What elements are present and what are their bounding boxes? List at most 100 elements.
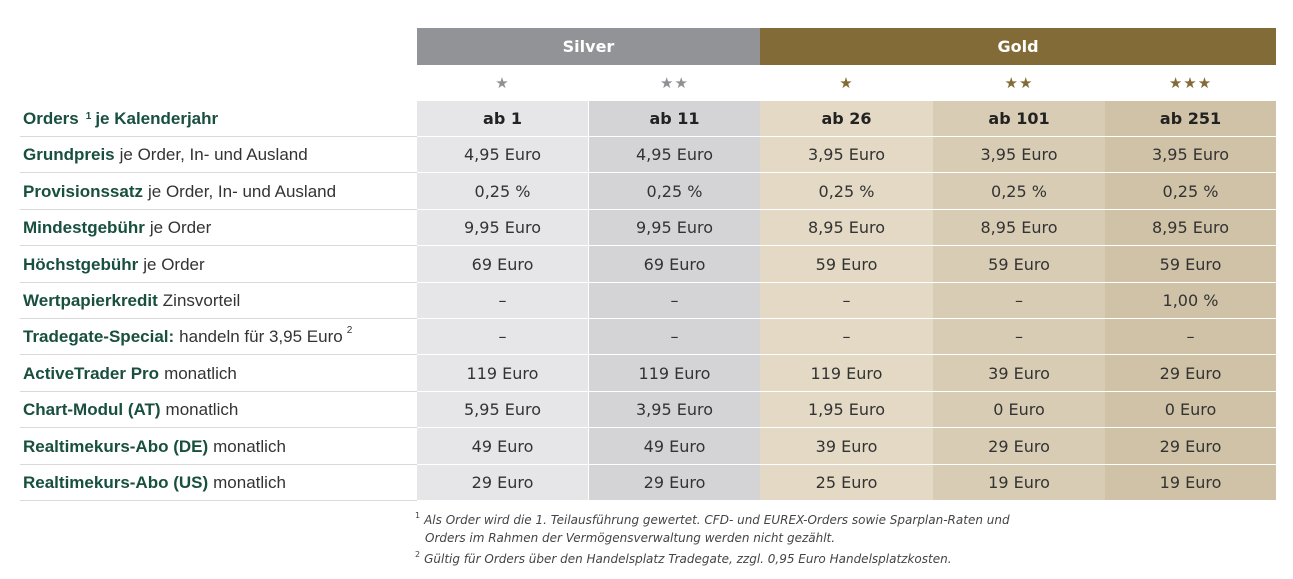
price-cell: 19 Euro [1105,465,1276,501]
row-label-text: je Order, In- und Ausland [120,145,308,165]
price-cell: 69 Euro [589,247,760,283]
row-label-desc: monatlich [165,399,239,419]
tier-header-gold: Gold [760,28,1276,65]
price-cell: 49 Euro [589,429,760,465]
price-cell: – [933,319,1105,355]
row-label-bold: Provisionssatz [23,181,143,201]
price-cell: – [1105,319,1276,355]
price-cell: 0,25 % [417,174,588,210]
price-cell: 39 Euro [933,356,1105,392]
price-cell: 0,25 % [760,174,933,210]
footnote-1: 1 Als Order wird die 1. Teilausführung ge… [415,511,1010,527]
column-gold-2 [933,101,1105,501]
price-cell: 29 Euro [1105,356,1276,392]
price-cell: 49 Euro [417,429,588,465]
price-cell: 39 Euro [760,429,933,465]
star-rating: ★★ [660,74,689,92]
price-cell: 3,95 Euro [589,392,760,428]
row-label-bold: ActiveTrader Pro [23,363,160,383]
column-silver-2 [589,101,760,501]
row-label: ActiveTrader Pro monatlich [20,356,417,392]
price-cell: – [933,283,1105,319]
price-cell: – [760,319,933,355]
row-label-text: monatlich [213,473,286,493]
price-cell: 0 Euro [1105,392,1276,428]
price-cell: 3,95 Euro [1105,137,1276,173]
row-label-text: je Order [143,255,204,275]
price-cell: 0 Euro [933,392,1105,428]
row-label-bold: Orders [23,108,79,128]
star-rating: ★★ [1004,74,1034,92]
price-cell: 9,95 Euro [589,210,760,246]
column-gold-1 [760,101,933,501]
price-cell: – [589,319,760,355]
row-label: Höchstgebühr je Order [20,247,417,283]
footnote-marker: 1 [85,111,92,122]
row-label: Orders 1 je Kalenderjahr [20,101,417,137]
footnote-2: 2 Gültig für Orders über den Handelsplatz… [415,550,952,566]
price-cell: 5,95 Euro [417,392,588,428]
star-rating: ★ [839,74,854,92]
tier-header-silver: Silver [417,28,760,65]
row-label-text: monatlich [166,400,239,420]
star-rating: ★ [495,74,510,92]
row-label: Realtimekurs-Abo (DE) monatlich [20,429,417,465]
order-threshold-cell: ab 1 [417,101,588,137]
row-label: Realtimekurs-Abo (US) monatlich [20,465,417,501]
price-cell: 59 Euro [933,247,1105,283]
order-threshold-cell: ab 101 [933,101,1105,137]
column-silver-1 [417,101,588,501]
price-cell: 1,95 Euro [760,392,933,428]
price-cell: 29 Euro [589,465,760,501]
price-cell: 3,95 Euro [933,137,1105,173]
price-cell: 29 Euro [1105,429,1276,465]
price-cell: 29 Euro [417,465,588,501]
row-label-text: je Order [150,218,211,238]
row-label-bold: Realtimekurs-Abo (US) [23,472,209,492]
price-cell: 119 Euro [589,356,760,392]
price-cell: 0,25 % [1105,174,1276,210]
row-label-bold: Grundpreis [23,144,115,164]
price-cell: 119 Euro [760,356,933,392]
row-label-text: handeln für 3,95 Euro 2 [179,324,353,347]
row-label: Grundpreis je Order, In- und Ausland [20,137,417,173]
row-label-bold: Realtimekurs-Abo (DE) [23,436,209,456]
row-label-desc: monatlich [213,472,286,492]
price-cell: 3,95 Euro [760,137,933,173]
column-gold-3 [1105,101,1276,501]
row-label: Provisionssatz je Order, In- und Ausland [20,174,417,210]
row-label: Mindestgebühr je Order [20,210,417,246]
row-label: Chart-Modul (AT) monatlich [20,392,417,428]
row-label-desc: handeln für 3,95 Euro [179,326,343,346]
row-label-desc: je Order [143,254,205,274]
price-cell: – [417,283,588,319]
price-cell: 8,95 Euro [760,210,933,246]
order-threshold-cell: ab 26 [760,101,933,137]
order-threshold-cell: ab 251 [1105,101,1276,137]
price-cell: 59 Euro [1105,247,1276,283]
row-label-bold: Höchstgebühr [23,254,139,274]
row-label-text: je Order, In- und Ausland [148,182,336,202]
row-label-desc: monatlich [164,363,237,383]
price-cell: 69 Euro [417,247,588,283]
row-label-bold: Chart-Modul (AT) [23,399,161,419]
price-cell: 4,95 Euro [589,137,760,173]
row-label-desc: Zinsvorteil [162,290,241,310]
price-cell: 8,95 Euro [933,210,1105,246]
row-label: Wertpapierkredit Zinsvorteil [20,283,417,319]
price-cell: 1,00 % [1105,283,1276,319]
row-label-desc: je Order [149,217,212,237]
price-cell: 9,95 Euro [417,210,588,246]
footnote-marker: 2 [346,324,353,336]
price-cell: 8,95 Euro [1105,210,1276,246]
price-cell: 59 Euro [760,247,933,283]
row-label-bold: Wertpapierkredit [23,290,158,310]
price-cell: 4,95 Euro [417,137,588,173]
order-threshold-cell: ab 11 [589,101,760,137]
price-cell: 0,25 % [589,174,760,210]
row-label-bold: Tradegate-Special: [23,326,175,346]
price-cell: 0,25 % [933,174,1105,210]
footnote-1-cont: Orders im Rahmen der Vermögensverwaltung… [425,531,836,545]
row-label-desc: je Order, In- und Ausland [148,181,337,201]
row-label-text: Zinsvorteil [163,291,240,311]
